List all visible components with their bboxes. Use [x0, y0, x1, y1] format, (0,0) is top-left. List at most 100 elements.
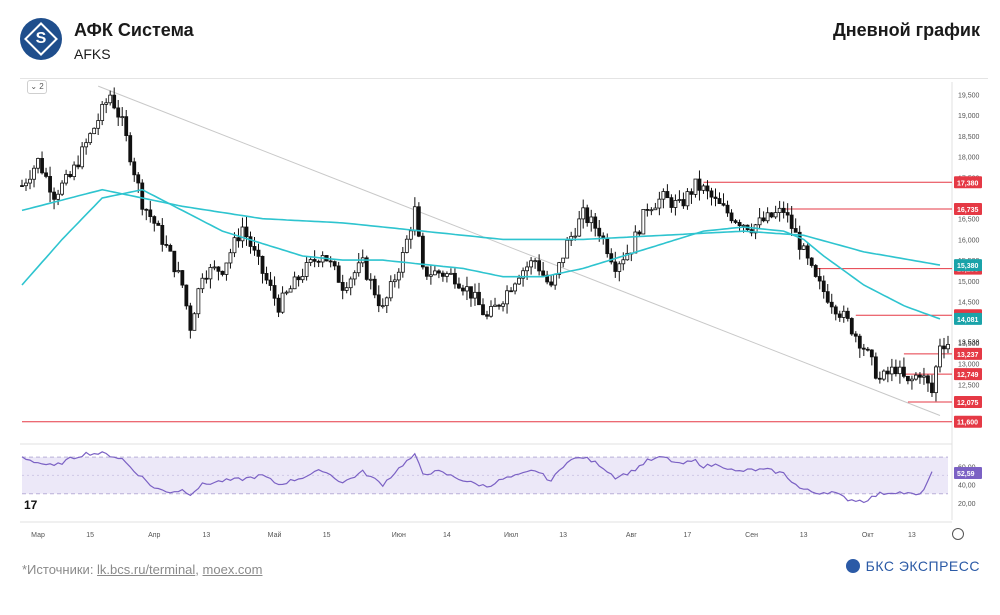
- candle-body: [232, 237, 237, 254]
- candle-body: [609, 253, 614, 263]
- x-tick-label: 14: [443, 532, 451, 539]
- candle-body: [88, 133, 93, 144]
- candle-body: [697, 178, 702, 191]
- candle-body: [893, 366, 898, 375]
- candle-body: [364, 257, 369, 280]
- candle-body: [112, 94, 117, 109]
- candle-body: [140, 182, 145, 210]
- candle-body: [765, 212, 770, 222]
- candle-body: [268, 279, 273, 286]
- candle-body: [934, 366, 938, 394]
- candle-body: [505, 290, 509, 305]
- candle-body: [661, 191, 666, 200]
- candle-body: [837, 313, 842, 318]
- candle-body: [376, 294, 381, 307]
- candle-body: [256, 249, 261, 257]
- candle-body: [605, 237, 610, 255]
- candle-body: [465, 286, 469, 292]
- y-tick-label: 13,000: [958, 362, 980, 369]
- candle-body: [24, 182, 28, 187]
- candle-body: [625, 252, 630, 261]
- candle-body: [148, 209, 153, 217]
- candle-body: [204, 277, 209, 280]
- y-tick-label: 16,000: [958, 237, 980, 244]
- last-price-label: 13,538: [958, 339, 980, 346]
- candle-body: [432, 270, 437, 276]
- candle-body: [304, 262, 309, 277]
- candle-body: [216, 266, 221, 272]
- candle-body: [68, 173, 73, 178]
- collapse-indicators-button[interactable]: ⌄ 2: [27, 80, 47, 94]
- candle-body: [72, 164, 77, 178]
- candle-body: [829, 301, 834, 308]
- candle-body: [525, 266, 529, 272]
- candle-body: [589, 216, 594, 224]
- candle-body: [930, 382, 934, 394]
- candle-body: [585, 207, 590, 224]
- candle-body: [885, 370, 890, 375]
- x-tick-label: 13: [559, 532, 567, 539]
- source-link-moex[interactable]: moex.com: [202, 562, 263, 577]
- candle-body: [76, 164, 81, 168]
- candle-body: [897, 366, 902, 375]
- level-tag: 11,600: [957, 420, 978, 427]
- candle-body: [861, 347, 866, 350]
- candle-body: [573, 235, 578, 238]
- candle-body: [813, 265, 818, 277]
- candle-body: [757, 217, 762, 226]
- moving-average-fast: [21, 188, 941, 320]
- candle-body: [180, 270, 185, 286]
- rsi-last-tag: 52,59: [957, 471, 975, 478]
- candle-body: [212, 266, 217, 269]
- sources-footnote: *Источники: lk.bcs.ru/terminal, moex.com: [22, 562, 263, 577]
- candle-body: [473, 291, 477, 299]
- y-tick-label: 18,500: [958, 134, 980, 141]
- x-tick-label: Окт: [862, 532, 875, 539]
- brand-name: БКС ЭКСПРЕСС: [865, 558, 980, 574]
- candle-body: [797, 231, 802, 250]
- candle-body: [352, 272, 357, 280]
- ticker-symbol: AFKS: [74, 46, 111, 62]
- candle-body: [396, 271, 401, 281]
- candle-body: [164, 244, 169, 246]
- candle-body: [593, 216, 598, 229]
- candle-body: [841, 310, 846, 318]
- x-tick-label: 17: [684, 532, 692, 539]
- candle-body: [509, 290, 513, 293]
- brand-logo: БКС ЭКСПРЕСС: [845, 558, 980, 574]
- candle-body: [20, 185, 24, 187]
- header: S АФК Система AFKS Дневной график: [0, 0, 1000, 72]
- source-link-bcs[interactable]: lk.bcs.ru/terminal: [97, 562, 196, 577]
- candle-body: [356, 262, 361, 274]
- candle-body: [120, 116, 125, 119]
- candle-body: [537, 260, 542, 272]
- candle-body: [240, 226, 245, 242]
- candle-body: [733, 220, 738, 223]
- candle-body: [669, 197, 674, 208]
- candle-body: [44, 172, 48, 177]
- candle-body: [805, 245, 810, 259]
- y-tick-label: 19,000: [958, 113, 980, 120]
- candle-body: [617, 263, 622, 272]
- candle-body: [296, 276, 301, 281]
- settings-gear-icon[interactable]: [952, 528, 964, 540]
- candle-body: [942, 345, 946, 350]
- candle-body: [60, 182, 64, 195]
- candle-body: [946, 343, 950, 350]
- x-tick-label: 13: [908, 532, 916, 539]
- candle-body: [665, 191, 670, 199]
- candle-body: [52, 191, 56, 200]
- candle-body: [128, 135, 133, 163]
- candle-body: [408, 230, 413, 240]
- candle-body: [649, 209, 654, 212]
- candle-body: [657, 198, 662, 209]
- candle-body: [244, 226, 249, 238]
- level-tag: 12,075: [957, 400, 979, 407]
- candle-body: [340, 281, 345, 291]
- candle-body: [926, 375, 930, 384]
- x-tick-label: 15: [86, 532, 94, 539]
- candle-body: [380, 305, 385, 308]
- candle-body: [344, 287, 349, 291]
- candle-body: [865, 348, 870, 351]
